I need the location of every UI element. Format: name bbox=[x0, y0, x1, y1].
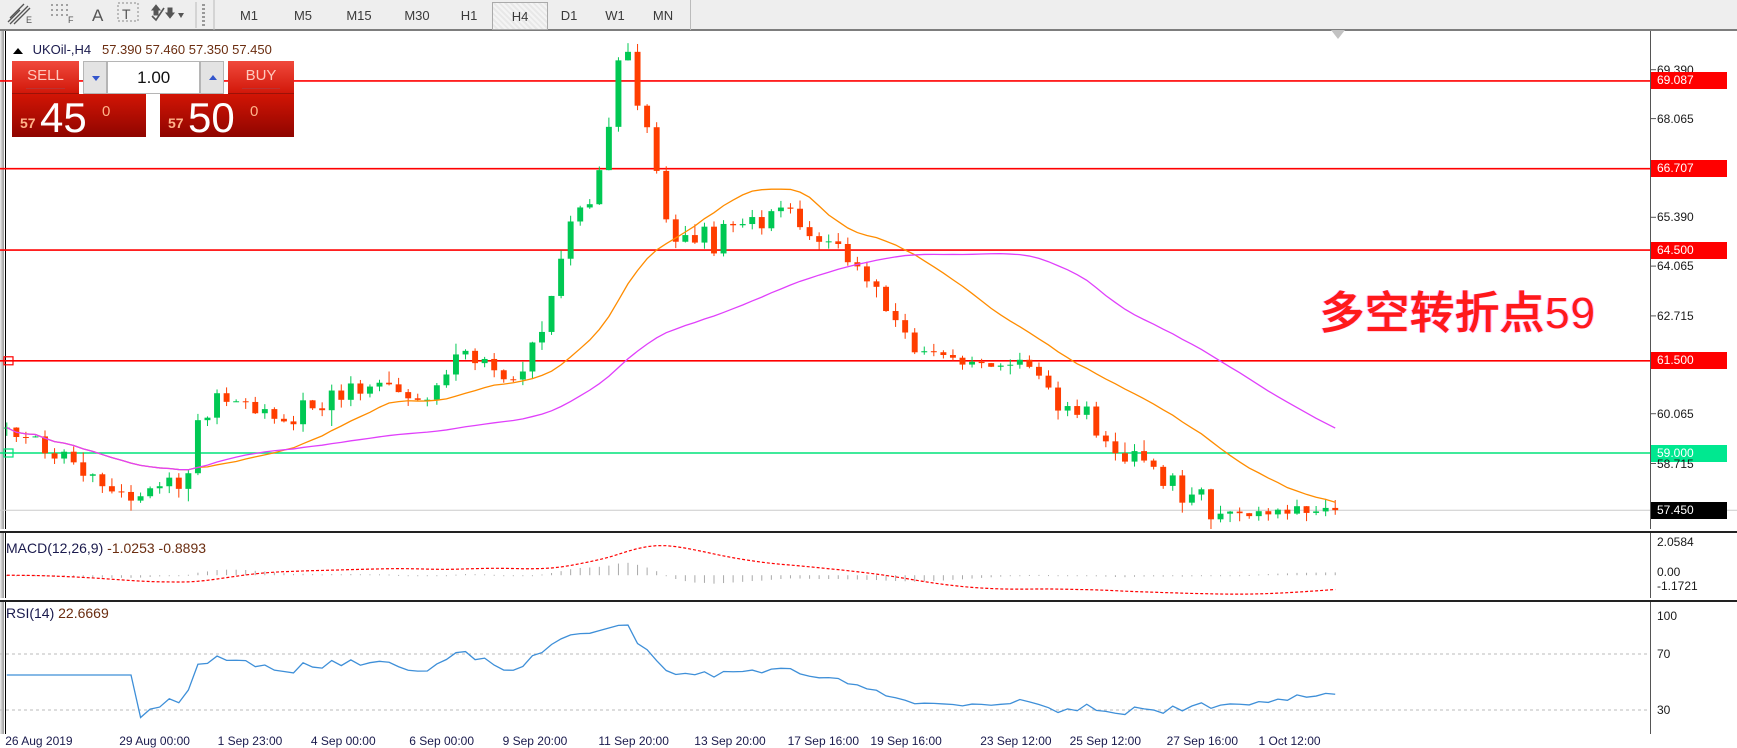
svg-text:T: T bbox=[122, 6, 131, 22]
svg-text:F: F bbox=[68, 15, 74, 25]
svg-text:E: E bbox=[26, 15, 32, 25]
svg-text:A: A bbox=[92, 6, 104, 25]
